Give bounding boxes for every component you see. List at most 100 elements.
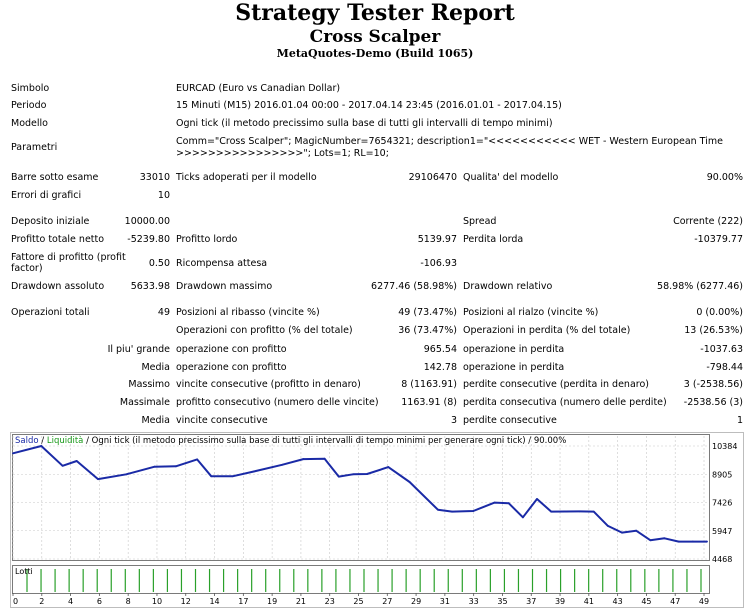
average-label: Media: [141, 362, 170, 373]
net-profit-label: Profitto totale netto: [11, 234, 105, 245]
payoff-label: Ricompensa attesa: [176, 258, 268, 269]
rel-drawdown-label: Drawdown relativo: [463, 281, 553, 292]
maximal-profit-label: profitto consecutivo (numero delle vinci…: [176, 397, 379, 408]
profit-trades-value: 36 (73.47%): [398, 325, 457, 336]
report-title: Strategy Tester Report: [235, 0, 515, 26]
server-build: MetaQuotes-Demo (Build 1065): [276, 47, 474, 60]
data-point: [578, 510, 581, 513]
spread-label: Spread: [463, 216, 497, 227]
total-trades-label: Operazioni totali: [11, 307, 90, 318]
x-tick-label: 31: [440, 597, 450, 606]
maximal-profit-value: 1163.91 (8): [401, 397, 457, 408]
data-point: [451, 510, 453, 513]
data-point: [366, 473, 368, 475]
y-axis: 10384 8905 7426 5947 4468: [712, 442, 737, 564]
x-tick-label: 49: [699, 597, 709, 606]
x-tick-label: 21: [296, 597, 306, 606]
period-value: 15 Minuti (M15) 2016.01.04 00:00 - 2017.…: [176, 100, 562, 111]
x-tick-label: 6: [97, 597, 102, 606]
x-tick-label: 25: [353, 597, 363, 606]
data-point: [635, 529, 638, 532]
quality-value: 90.00%: [706, 172, 743, 183]
data-point: [536, 498, 538, 500]
x-axis: 0 2 4 6 8 10 12 14 17 19 21 23 25 27 29 31 33 35 37 39 41 43 4…: [12, 593, 709, 606]
total-trades-value: 49: [157, 307, 170, 318]
x-tick-label: 17: [238, 597, 248, 606]
data-point: [408, 481, 411, 483]
abs-drawdown-label: Drawdown assoluto: [11, 281, 105, 292]
errors-label: Errori di grafici: [11, 190, 82, 201]
grid: [12, 436, 707, 560]
data-point: [706, 540, 708, 543]
data-point: [507, 502, 510, 505]
symbol-label: Simbolo: [11, 83, 50, 94]
net-profit-value: -5239.80: [127, 234, 170, 245]
max-cons-wins-value: 8 (1163.91): [401, 379, 457, 390]
lots-bars: [26, 569, 702, 592]
x-tick-label: 41: [584, 597, 594, 606]
max-cons-losses-label: perdite consecutive (perdita in denaro): [463, 379, 649, 390]
balance-chart: 10384 8905 7426 5947 4468 0 2 4 6 8 10 12 14 17 19 21 2…: [10, 432, 744, 608]
data-point: [174, 465, 177, 468]
x-tick-label: 47: [670, 597, 680, 606]
x-tick-label: 19: [267, 597, 277, 606]
max-drawdown-label: Drawdown massimo: [176, 281, 273, 292]
data-point: [196, 458, 199, 461]
data-point: [621, 531, 623, 534]
data-point: [210, 475, 213, 478]
data-point: [677, 540, 680, 543]
data-point: [649, 539, 652, 542]
data-point: [493, 501, 496, 504]
largest-loss-value: -1037.63: [700, 344, 743, 355]
data-point: [337, 475, 340, 478]
long-positions-value: 0 (0.00%): [696, 307, 743, 318]
average-loss-value: -798.44: [706, 362, 743, 373]
maximal-label: Massimale: [119, 397, 170, 408]
abs-drawdown-value: 5633.98: [130, 281, 170, 292]
data-point: [153, 465, 156, 468]
data-point: [691, 540, 694, 543]
avg-cons-losses-label: perdite consecutive: [463, 415, 557, 426]
data-point: [125, 473, 128, 476]
period-label: Periodo: [11, 100, 47, 111]
data-point: [352, 473, 354, 476]
data-point: [97, 478, 99, 481]
avg-cons-label: Media: [141, 415, 170, 426]
deposit-label: Deposito iniziale: [11, 216, 90, 227]
series-line-saldo: [12, 445, 707, 543]
average-loss-label: operazione in perdita: [463, 362, 565, 373]
quality-label: Qualita' del modello: [463, 172, 559, 183]
data-point: [12, 452, 14, 455]
params-line-2: >>>>>>>>>>>>>>>>"; Lots=1; RL=10;: [176, 148, 389, 159]
y-tick-label: 7426: [712, 499, 732, 508]
data-point: [252, 470, 255, 473]
ticks-label: Ticks adoperati per il modello: [176, 172, 317, 183]
average-profit-label: operazione con profitto: [176, 362, 287, 373]
largest-profit-value: 965.54: [423, 344, 457, 355]
data-point: [592, 510, 595, 513]
x-tick-label: 10: [152, 597, 162, 606]
maximum-label: Massimo: [128, 379, 170, 390]
params-label: Parametri: [11, 142, 58, 153]
spread-value: Corrente (222): [673, 216, 743, 227]
x-tick-label: 43: [613, 597, 623, 606]
maximal-loss-label: perdita consecutiva (numero delle perdit…: [463, 397, 667, 408]
y-tick-label: 4468: [712, 555, 732, 564]
x-tick-label: 14: [209, 597, 219, 606]
bars-value: 33010: [139, 172, 170, 183]
x-tick-label: 27: [382, 597, 392, 606]
data-point: [521, 516, 524, 519]
payoff-value: -106.93: [420, 258, 457, 269]
x-tick-label: 39: [555, 597, 565, 606]
data-point: [472, 510, 475, 512]
avg-cons-wins-label: vincite consecutive: [176, 415, 268, 426]
lots-label: Lotti: [15, 567, 33, 576]
x-tick-label: 2: [39, 597, 44, 606]
long-positions-label: Posizioni al rialzo (vincite %): [463, 307, 599, 318]
data-point: [231, 475, 234, 478]
largest-label: Il piu' grande: [107, 344, 170, 355]
data-point: [302, 458, 305, 460]
y-tick-label: 10384: [712, 442, 737, 451]
data-point: [75, 460, 78, 462]
symbol-value: EURCAD (Euro vs Canadian Dollar): [176, 83, 341, 94]
